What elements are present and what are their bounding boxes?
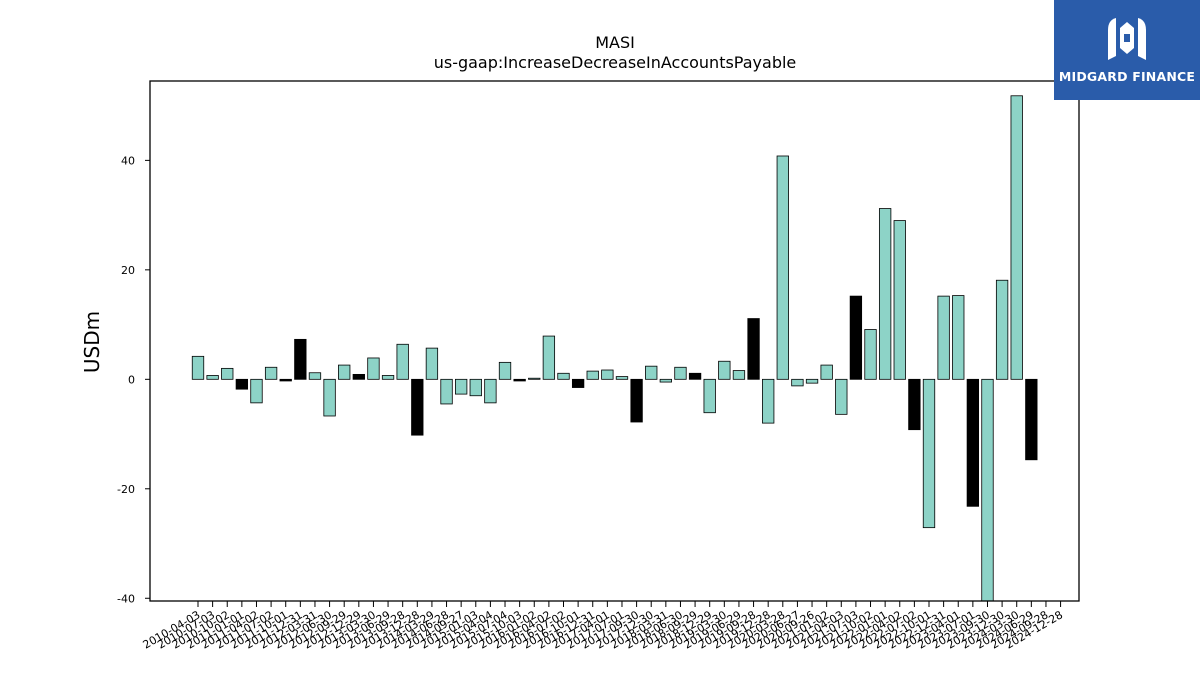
bar-2016-04-02 (542, 335, 556, 380)
bar-2023-04-01 (952, 295, 965, 380)
y-tick-label: -40 (117, 592, 135, 605)
bar-2011-01-01 (235, 378, 249, 390)
bar-2021-07-03 (849, 295, 863, 380)
bar-2022-07-02 (908, 378, 921, 431)
bar-2017-09-30 (630, 378, 643, 423)
bar-2011-07-02 (264, 366, 278, 380)
bar-2019-12-28 (762, 378, 775, 424)
y-tick-label: 0 (128, 373, 135, 386)
bar-2014-03-29 (425, 347, 439, 380)
y-tick-label: 20 (121, 264, 135, 277)
bar-2023-12-30 (995, 279, 1009, 380)
bar-2015-10-03 (513, 378, 526, 382)
bars-group (191, 95, 1038, 602)
chart-subtitle: us-gaap:IncreaseDecreaseInAccountsPayabl… (434, 53, 797, 72)
bar-2022-10-01 (922, 378, 936, 529)
bar-2019-06-29 (732, 370, 746, 380)
bar-2016-07-02 (557, 372, 570, 380)
y-tick-label: 40 (121, 154, 135, 167)
bar-2022-04-02 (893, 220, 906, 380)
bar-2019-09-28 (747, 318, 760, 380)
bar-2013-06-29 (381, 375, 395, 380)
brand-logo: MIDGARD FINANCE (1054, 0, 1200, 100)
bar-2013-12-28 (411, 378, 424, 436)
plot-frame (149, 80, 1080, 602)
bar-2017-12-30 (645, 365, 658, 380)
bar-2012-09-29 (338, 364, 351, 380)
x-ticks-group: 2010-04-032010-07-032010-10-022011-01-01… (141, 601, 1065, 652)
bar-2019-03-30 (718, 360, 731, 380)
bar-2020-09-26 (805, 378, 819, 384)
chart-title: MASI (595, 33, 635, 52)
bar-2017-04-01 (601, 369, 614, 380)
bar-2014-09-27 (455, 378, 468, 395)
bar-2020-03-28 (776, 155, 789, 380)
bar-2016-12-31 (586, 370, 599, 380)
bar-2021-01-02 (820, 364, 833, 380)
bar-2012-12-29 (352, 373, 365, 380)
bar-2018-06-30 (674, 366, 687, 380)
bar-2010-04-03 (191, 355, 205, 380)
bar-2022-12-31 (937, 295, 950, 380)
bar-2023-07-01 (966, 378, 980, 507)
bar-2013-03-30 (367, 357, 380, 380)
bar-2018-12-29 (703, 378, 716, 414)
bar-2018-09-29 (688, 372, 702, 380)
bar-2010-10-02 (221, 367, 234, 380)
bar-2013-09-28 (396, 343, 409, 380)
bar-2016-10-01 (571, 378, 585, 388)
bar-2011-04-02 (250, 378, 263, 404)
bar-2012-03-31 (308, 372, 322, 380)
bar-2018-03-31 (659, 378, 672, 383)
bar-2012-06-30 (323, 378, 336, 417)
bar-2016-01-02 (528, 377, 541, 380)
midgard-logo-icon (1108, 18, 1146, 60)
bar-2021-10-02 (864, 329, 877, 380)
bar-2011-12-31 (294, 338, 307, 380)
logo-text: MIDGARD FINANCE (1058, 69, 1196, 84)
bar-2014-06-28 (440, 378, 453, 405)
y-ticks-group: -40 -20 0 20 40 (117, 154, 150, 605)
bar-2017-07-01 (615, 376, 629, 380)
bar-2024-03-30 (1010, 95, 1023, 380)
bar-2015-07-04 (498, 361, 512, 380)
bar-2022-01-01 (878, 208, 892, 380)
bar-2020-06-27 (791, 378, 804, 387)
bar-2024-06-29 (1025, 378, 1038, 461)
bar-2023-09-30 (981, 378, 994, 602)
y-tick-label: -20 (117, 483, 135, 496)
bar-2010-07-03 (206, 375, 219, 380)
bar-2015-01-03 (469, 378, 482, 397)
bar-2021-04-03 (835, 378, 848, 415)
y-axis-label: USDm (80, 311, 104, 373)
bar-2015-04-04 (484, 378, 497, 404)
bar-2011-10-01 (279, 378, 292, 382)
